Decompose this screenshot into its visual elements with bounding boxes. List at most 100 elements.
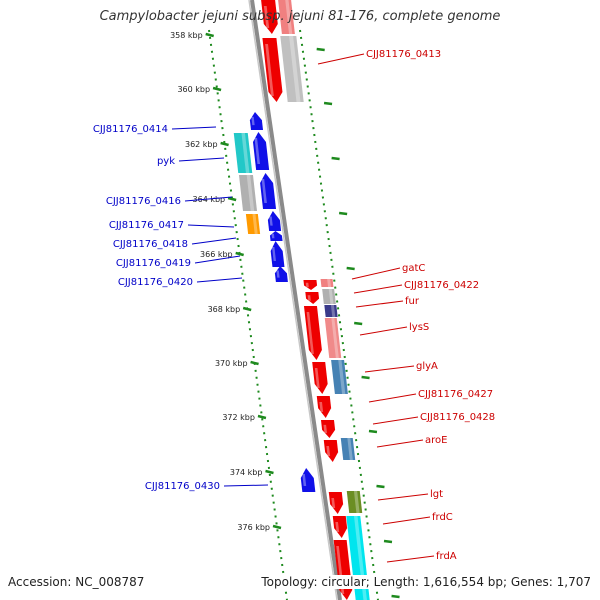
forward-cds-arrow-highlight (251, 116, 255, 126)
reverse-leader-line (359, 326, 408, 336)
feature-box-group (280, 36, 304, 102)
reverse-cds-arrow (261, 0, 278, 34)
ruler-tick-label: 374 kbp (230, 468, 263, 477)
forward-feature-box (238, 175, 258, 211)
reverse-cds-arrow (312, 362, 328, 394)
reverse-feature-box (340, 438, 356, 460)
reverse-cds-arrow-highlight (265, 44, 274, 96)
reverse-cds-arrow-highlight (314, 368, 320, 388)
reverse-leader-line (317, 53, 365, 65)
reverse-feature-box (346, 491, 363, 513)
reverse-feature-box-shine (330, 305, 336, 317)
topology-text: Topology: circular; Length: 1,616,554 bp… (261, 575, 591, 589)
feature-box-group (346, 491, 363, 513)
reverse-gene-label: aroE (425, 435, 447, 446)
ruler-tick-label: 366 kbp (200, 250, 233, 259)
forward-feature-box (233, 133, 253, 173)
ruler-line-inner (208, 29, 288, 600)
reverse-feature-box-shine (328, 289, 334, 304)
gene-arrow-group (305, 292, 320, 304)
ruler-tick (212, 86, 222, 92)
reverse-feature-box-shine (353, 491, 360, 513)
reverse-gene-label: fur (405, 296, 420, 307)
reverse-cds-arrow-highlight (307, 295, 311, 301)
reverse-gene-label: CJJ81176_0422 (404, 280, 479, 291)
reverse-gene-label: gatC (402, 263, 425, 274)
forward-cds-arrow (267, 211, 282, 231)
reverse-cds-arrow (328, 492, 344, 514)
gene-arrow-group (260, 173, 277, 209)
gene-arrow-group (332, 516, 348, 538)
forward-cds-arrow-highlight (302, 474, 307, 486)
forward-cds-arrow-highlight (254, 138, 261, 164)
forward-leader-line (196, 277, 243, 283)
forward-gene-label: CJJ81176_0416 (106, 196, 181, 207)
gene-arrow-group (270, 241, 285, 267)
forward-gene-label: CJJ81176_0414 (93, 124, 168, 135)
reverse-feature-box-shine (347, 438, 353, 460)
reverse-cds-arrow (323, 440, 339, 462)
ruler-tick-label: 364 kbp (193, 195, 226, 204)
gene-arrow-group (249, 112, 264, 130)
reverse-cds-arrow (332, 516, 348, 538)
gene-arrow-group (261, 0, 278, 34)
ruler-tick (235, 251, 244, 257)
ruler-tick (272, 524, 282, 530)
reverse-feature-box (280, 36, 304, 102)
gene-arrow-group (303, 280, 318, 290)
forward-cds-arrow (252, 132, 270, 170)
forward-gene-label: CJJ81176_0420 (118, 277, 193, 288)
reverse-gene-label: CJJ81176_0413 (366, 49, 441, 60)
reverse-cds-arrow (305, 292, 320, 304)
reverse-feature-box (331, 360, 348, 394)
reverse-cds-arrow-highlight (319, 401, 324, 413)
forward-leader-line (191, 237, 237, 245)
gene-arrow-group (320, 420, 336, 438)
feature-box-group (322, 289, 336, 304)
gene-arrow-group (303, 306, 322, 360)
gene-arrow-group (312, 362, 328, 394)
reverse-gene-label: frdC (432, 512, 453, 523)
forward-cds-arrow (249, 112, 264, 130)
reverse-leader-line (376, 439, 424, 448)
reverse-feature-box-shine (285, 0, 293, 34)
forward-feature-box-shine (252, 214, 258, 234)
reverse-cds-arrow-highlight (326, 445, 331, 457)
feature-box-group (245, 214, 261, 234)
gene-arrow-group (300, 468, 316, 492)
gene-arrow-group (274, 266, 288, 282)
forward-cds-arrow (274, 266, 288, 282)
forward-cds-arrow-highlight (272, 247, 276, 261)
reverse-gene-label: lysS (409, 322, 429, 333)
page-title: Campylobacter jejuni subsp. jejuni 81-17… (99, 9, 501, 24)
ruler-tick-outer (316, 47, 325, 52)
forward-cds-arrow-highlight (269, 216, 273, 226)
reverse-feature-box (320, 279, 334, 287)
ruler-tick-outer (354, 321, 363, 326)
ruler-tick-label: 376 kbp (237, 523, 270, 532)
forward-cds-arrow (300, 468, 316, 492)
forward-leader-line (178, 157, 225, 162)
forward-cds-arrow-highlight (271, 233, 275, 239)
reverse-leader-line (355, 300, 404, 308)
feature-box-group (324, 305, 338, 317)
ruler-tick (265, 469, 274, 475)
ruler-line-outer (299, 29, 379, 600)
reverse-leader-line (382, 516, 431, 525)
reverse-cds-arrow-highlight (306, 312, 314, 354)
reverse-cds-arrow (303, 280, 318, 290)
reverse-gene-label: CJJ81176_0427 (418, 389, 493, 400)
forward-leader-line (223, 484, 269, 487)
gene-arrow-group (269, 231, 283, 241)
forward-gene-label: pyk (157, 156, 175, 167)
gene-arrow-group (267, 211, 282, 231)
forward-cds-arrow (269, 231, 283, 241)
forward-feature-box-shine (246, 175, 255, 211)
feature-box-group (238, 175, 258, 211)
reverse-leader-line (372, 416, 419, 425)
forward-gene-label: CJJ81176_0419 (116, 258, 191, 269)
reverse-cds-arrow-highlight (331, 497, 336, 509)
forward-cds-arrow (260, 173, 277, 209)
